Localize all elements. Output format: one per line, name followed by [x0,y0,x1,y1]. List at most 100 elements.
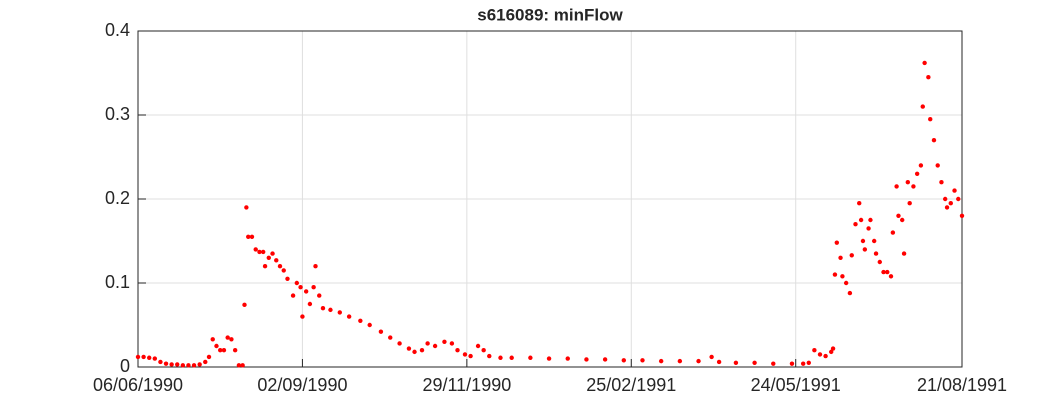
point [888,274,894,279]
point [928,117,933,122]
point [935,163,940,168]
point [806,360,811,365]
point [944,205,950,210]
point [565,356,570,361]
point [860,238,866,244]
point [236,363,242,368]
point [337,310,342,315]
point [277,264,283,269]
point [388,335,393,340]
point [857,201,862,206]
point [584,357,589,362]
point [186,363,191,368]
point [621,358,627,363]
point [290,293,296,298]
point [358,318,363,323]
point [244,205,249,210]
x-tick-label: 06/06/1990 [93,375,183,395]
point [317,293,322,298]
point [640,358,645,363]
y-tick-label: 0.2 [105,188,130,208]
point [939,180,944,185]
point [158,359,163,365]
point [733,360,739,365]
point [163,361,169,366]
point [210,337,215,342]
point [152,356,158,361]
point [789,361,795,366]
point [911,184,916,189]
point [249,234,255,239]
x-tick-label: 29/11/1990 [422,375,511,395]
point [262,264,268,269]
point [840,274,845,279]
point [285,276,290,281]
point [257,249,262,255]
point [346,314,352,319]
point [832,272,838,277]
point [481,348,486,353]
point [425,341,430,346]
point [218,348,223,353]
point [298,285,303,290]
point [191,363,197,368]
point [419,348,425,353]
point [696,358,701,364]
point [677,358,683,364]
point [442,339,447,344]
point [862,247,868,252]
point [901,251,907,256]
point [914,171,920,176]
point [206,354,212,360]
point [300,314,305,319]
point [849,253,854,258]
y-tick-label: 0 [120,356,130,376]
point [311,285,316,290]
point [546,356,552,361]
point [303,289,309,294]
point [829,349,834,355]
point [812,348,817,353]
point [397,341,402,346]
point [830,346,836,351]
point [847,290,853,296]
point [752,360,757,365]
point [771,361,776,366]
point [885,269,890,275]
point [838,255,843,260]
point [498,355,503,360]
point [260,249,266,255]
point [462,352,468,357]
point [873,251,879,256]
point [175,362,180,367]
point [246,234,251,239]
point [378,329,384,334]
point [328,307,333,313]
point [894,184,899,189]
point [307,301,313,307]
point [890,230,896,235]
point [232,348,238,353]
point [866,226,871,231]
point [221,348,227,353]
point [449,341,455,346]
point [926,75,931,80]
point [214,343,219,349]
point [274,258,279,263]
point [931,138,937,143]
point [800,361,806,366]
point [881,269,886,275]
point [147,355,152,360]
point [823,353,828,359]
point [959,213,965,218]
x-tick-label: 25/02/1991 [586,375,676,395]
point [266,255,271,260]
point [367,322,372,328]
point [406,346,412,351]
point [528,355,533,360]
x-tick-label: 24/05/1991 [751,375,841,395]
point [141,354,146,360]
point [412,349,417,355]
